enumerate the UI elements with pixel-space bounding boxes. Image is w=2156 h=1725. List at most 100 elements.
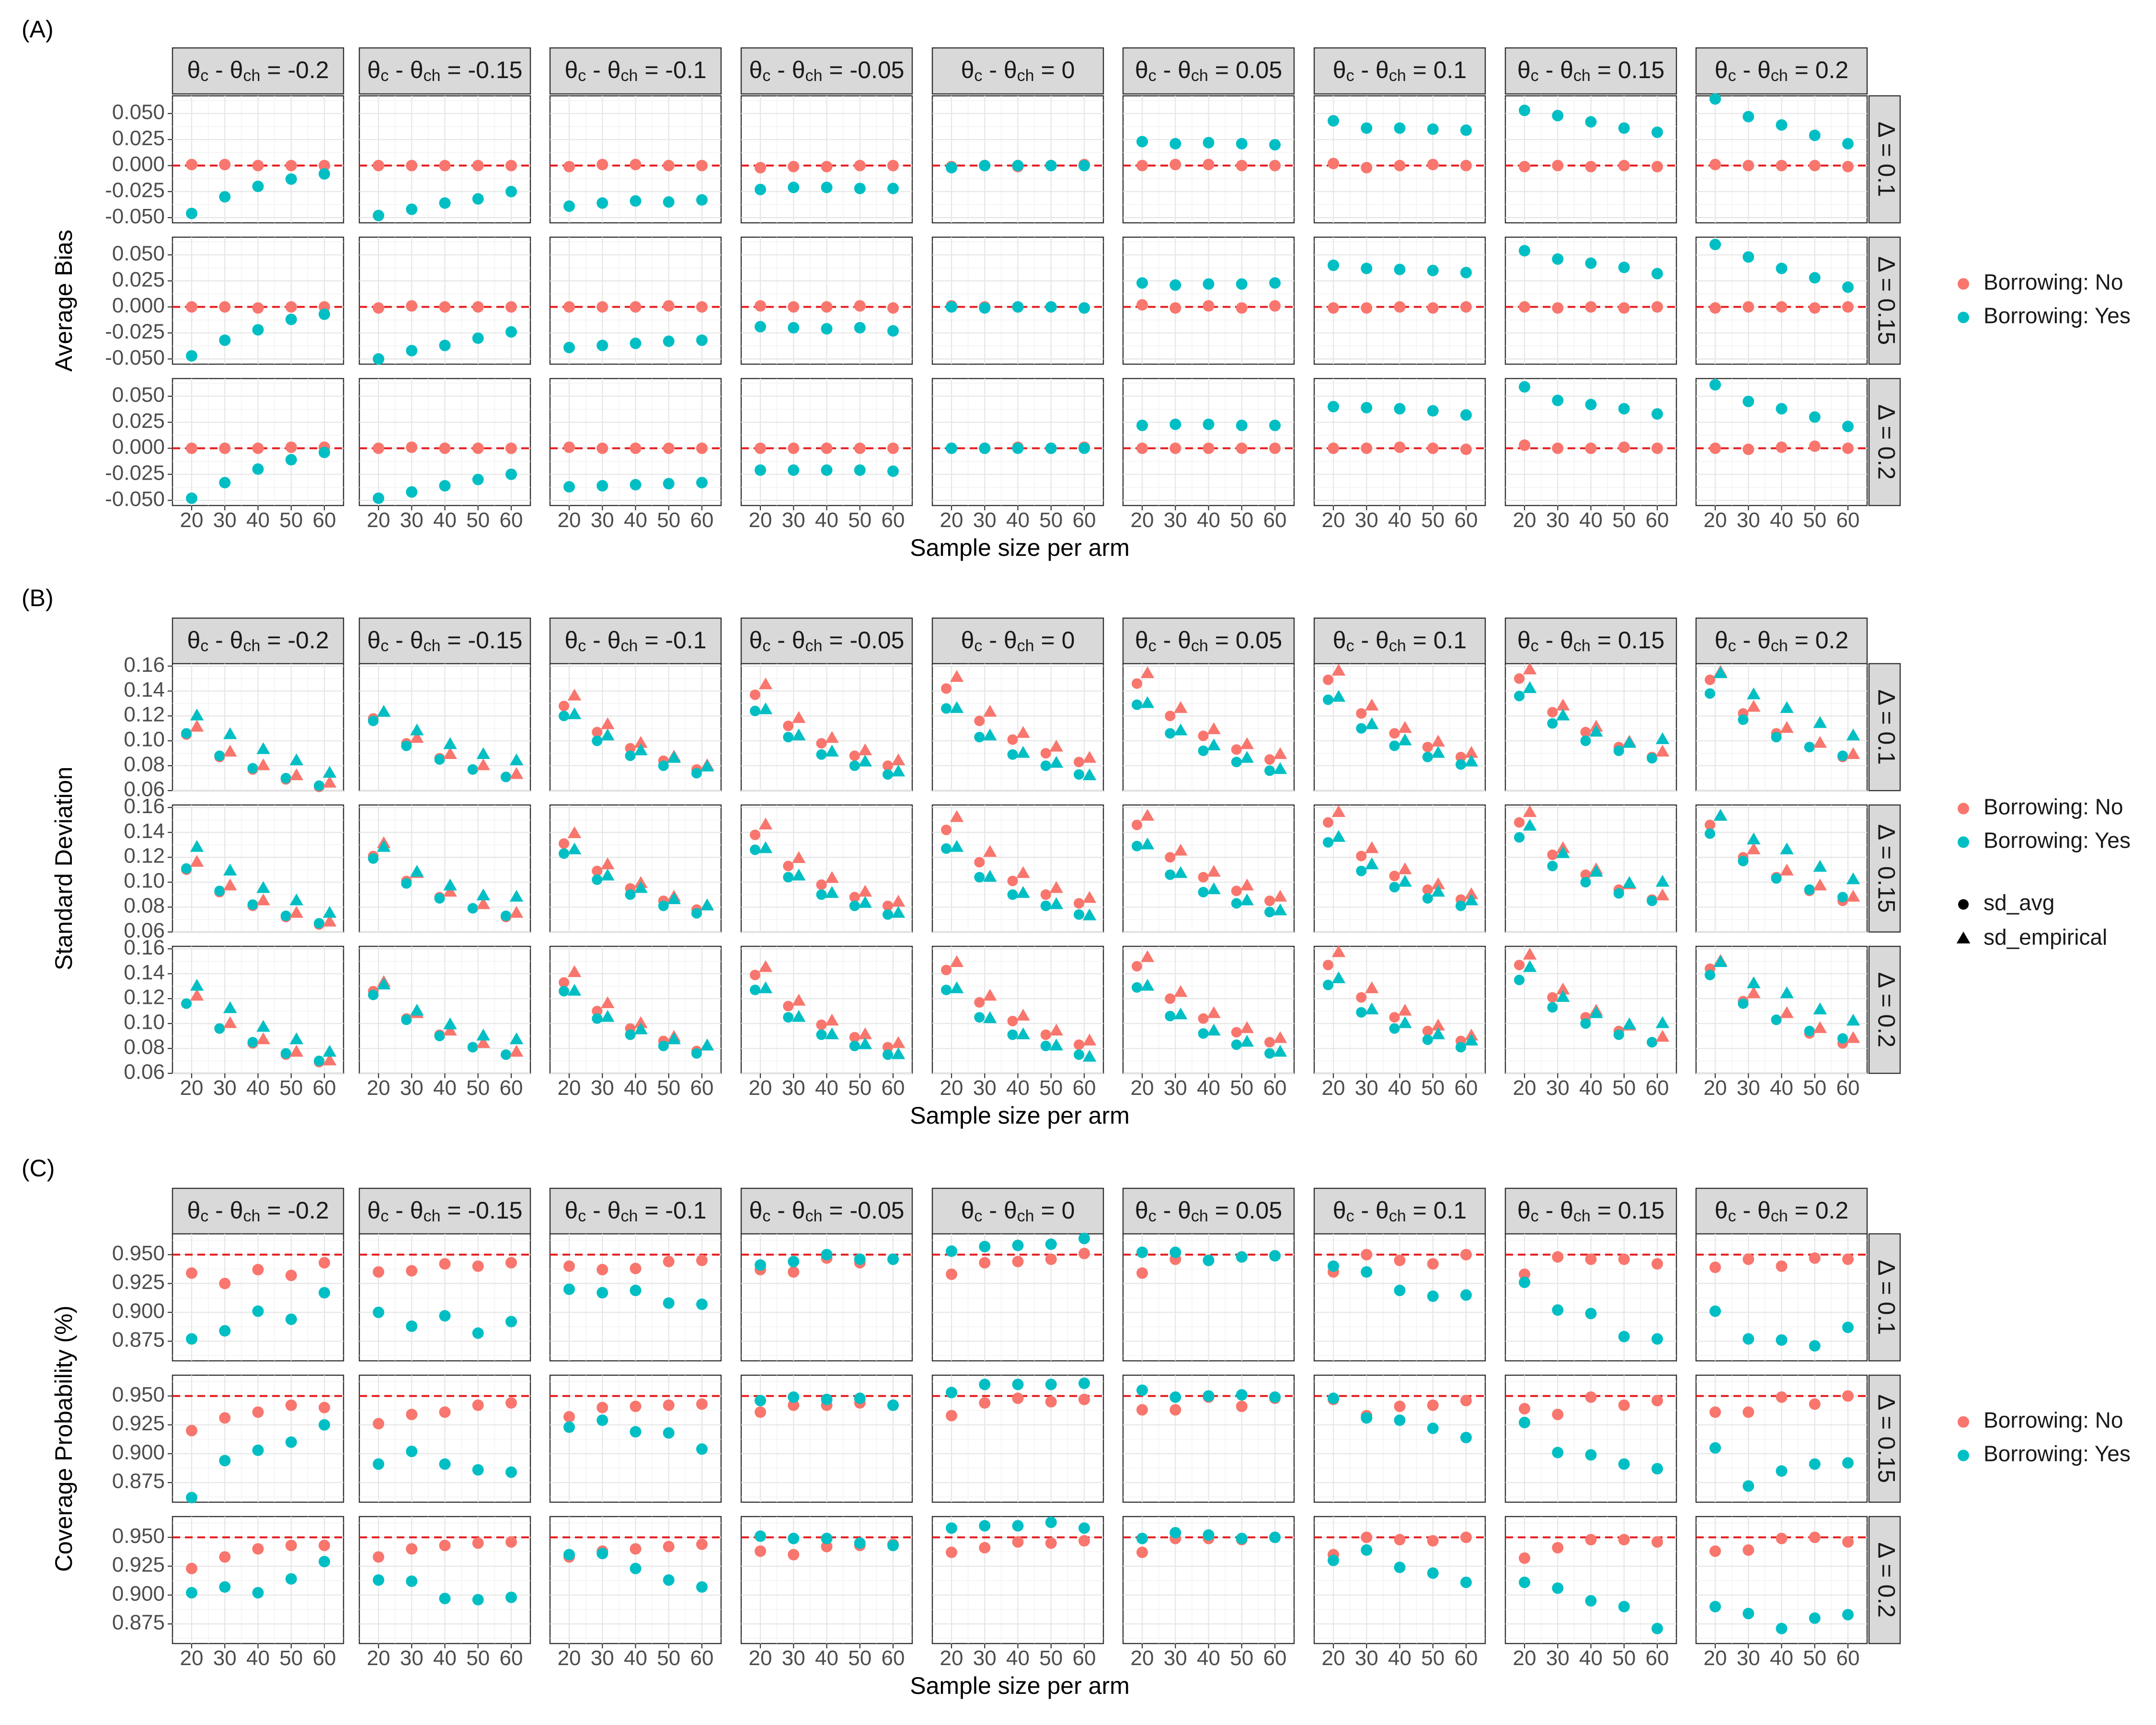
point-sd-avg-no bbox=[974, 715, 985, 726]
point-sd-empirical-no bbox=[1240, 737, 1254, 749]
point-sd-empirical-no bbox=[1746, 842, 1761, 854]
point-borrowing-no bbox=[219, 1277, 231, 1289]
point-borrowing-yes bbox=[1078, 160, 1090, 172]
point-borrowing-no bbox=[979, 1257, 991, 1269]
point-borrowing-yes bbox=[946, 442, 957, 454]
point-borrowing-yes bbox=[1136, 136, 1148, 148]
y-tick-label: 0.14 bbox=[124, 961, 165, 984]
point-borrowing-yes bbox=[821, 464, 833, 476]
point-sd-avg-yes bbox=[1165, 869, 1176, 880]
x-tick-label: 60 bbox=[313, 1076, 336, 1100]
point-sd-empirical-yes bbox=[1273, 903, 1287, 916]
point-sd-empirical-yes bbox=[1082, 1049, 1097, 1062]
point-borrowing-yes bbox=[406, 1320, 418, 1332]
point-sd-empirical-yes bbox=[1813, 860, 1827, 872]
facet-panel bbox=[740, 236, 913, 365]
point-sd-avg-yes bbox=[625, 750, 636, 761]
y-tick-label: 0.08 bbox=[124, 1035, 165, 1059]
point-borrowing-yes bbox=[563, 481, 575, 493]
point-sd-empirical-yes bbox=[1523, 818, 1537, 831]
point-sd-empirical-yes bbox=[1331, 971, 1346, 983]
point-borrowing-no bbox=[596, 1264, 608, 1276]
x-tick-label: 20 bbox=[1322, 1646, 1345, 1670]
point-borrowing-yes bbox=[1709, 379, 1721, 391]
point-sd-empirical-yes bbox=[1240, 751, 1254, 763]
point-borrowing-no bbox=[505, 442, 517, 454]
x-tick-label: 50 bbox=[1421, 1646, 1445, 1670]
point-borrowing-no bbox=[1519, 1268, 1530, 1280]
point-sd-empirical-no bbox=[256, 758, 270, 770]
point-borrowing-no bbox=[1460, 160, 1472, 172]
point-borrowing-yes bbox=[373, 1574, 384, 1586]
point-borrowing-no bbox=[439, 442, 451, 454]
x-tick-label: 60 bbox=[313, 1646, 336, 1670]
point-sd-empirical-yes bbox=[1556, 846, 1570, 858]
point-borrowing-no bbox=[285, 441, 297, 453]
point-borrowing-no bbox=[1170, 159, 1181, 171]
point-borrowing-yes bbox=[788, 464, 800, 476]
x-tick-label: 40 bbox=[815, 1646, 838, 1670]
point-sd-avg-yes bbox=[314, 918, 324, 929]
point-sd-empirical-yes bbox=[256, 1020, 270, 1032]
col-strip-label: θc - θch = -0.2 bbox=[187, 57, 329, 85]
y-tick-label: 0.06 bbox=[124, 778, 165, 801]
point-sd-empirical-yes bbox=[256, 881, 270, 893]
point-borrowing-no bbox=[1170, 302, 1181, 314]
x-tick-label: 40 bbox=[433, 1646, 457, 1670]
point-borrowing-no bbox=[1618, 441, 1630, 453]
point-borrowing-yes bbox=[696, 194, 708, 206]
point-borrowing-yes bbox=[696, 334, 708, 346]
point-sd-empirical-no bbox=[256, 893, 270, 906]
row-strip-label: Δ = 0.15 bbox=[1873, 824, 1900, 913]
point-sd-avg-yes bbox=[1074, 769, 1084, 780]
point-borrowing-yes bbox=[1709, 1442, 1721, 1454]
point-borrowing-no bbox=[1809, 1398, 1821, 1410]
point-sd-avg-yes bbox=[783, 872, 794, 883]
point-borrowing-yes bbox=[1269, 277, 1281, 289]
point-borrowing-yes bbox=[219, 334, 231, 346]
legend-key-sd-avg bbox=[1958, 899, 1969, 910]
point-borrowing-yes bbox=[1136, 1532, 1148, 1544]
point-borrowing-yes bbox=[285, 1313, 297, 1325]
col-strip bbox=[549, 1187, 722, 1235]
point-sd-empirical-no bbox=[825, 731, 839, 743]
point-sd-empirical-yes bbox=[1173, 723, 1188, 736]
point-sd-avg-yes bbox=[1132, 699, 1142, 710]
point-sd-empirical-yes bbox=[667, 1032, 681, 1045]
x-tick-label: 30 bbox=[400, 1076, 424, 1100]
y-tick-label: 0.950 bbox=[112, 1524, 165, 1548]
point-borrowing-no bbox=[1651, 442, 1663, 454]
point-sd-empirical-no bbox=[1523, 662, 1537, 675]
x-tick-label: 20 bbox=[180, 1646, 204, 1670]
point-sd-empirical-yes bbox=[700, 1038, 714, 1051]
point-sd-avg-yes bbox=[816, 1029, 827, 1040]
point-borrowing-no bbox=[1709, 302, 1721, 314]
point-sd-empirical-yes bbox=[223, 1001, 237, 1013]
point-borrowing-no bbox=[596, 442, 608, 454]
facet-panel: 20 30 40 50 60 bbox=[1122, 1516, 1295, 1670]
x-tick-label: 50 bbox=[1039, 1076, 1063, 1100]
legend-label-no: Borrowing: No bbox=[1984, 270, 2123, 295]
row-strip-label: Δ = 0.15 bbox=[1873, 256, 1900, 345]
point-sd-avg-yes bbox=[1456, 900, 1466, 911]
legend-key-sd-empirical bbox=[1956, 932, 1971, 943]
section-c: (C) θc - θch = -0.2 θc - θch = -0.15 θc - θ… bbox=[22, 1155, 2131, 1699]
point-borrowing-yes bbox=[1361, 1266, 1373, 1278]
point-borrowing-yes bbox=[1776, 119, 1788, 131]
point-borrowing-no bbox=[1842, 301, 1854, 313]
point-sd-avg-yes bbox=[214, 886, 225, 897]
point-borrowing-no bbox=[1136, 160, 1148, 172]
point-borrowing-yes bbox=[1203, 1529, 1215, 1541]
x-tick-label: 30 bbox=[1355, 1646, 1378, 1670]
point-sd-avg-yes bbox=[501, 1049, 511, 1060]
point-borrowing-yes bbox=[1136, 277, 1148, 289]
section-label: (C) bbox=[22, 1155, 55, 1182]
point-sd-avg-yes bbox=[1356, 723, 1367, 734]
point-sd-empirical-yes bbox=[825, 886, 839, 898]
point-borrowing-no bbox=[563, 161, 575, 172]
point-borrowing-no bbox=[1709, 1406, 1721, 1418]
point-borrowing-yes bbox=[854, 183, 866, 195]
point-sd-empirical-yes bbox=[791, 1010, 806, 1022]
y-tick-label: 0.10 bbox=[124, 869, 165, 893]
point-borrowing-yes bbox=[1709, 1600, 1721, 1612]
